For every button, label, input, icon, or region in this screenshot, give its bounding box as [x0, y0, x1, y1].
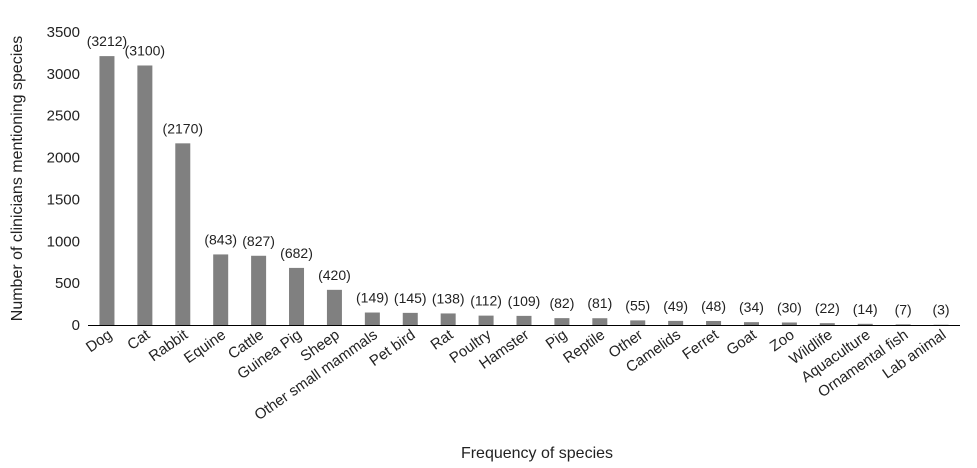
data-label: (682) — [280, 245, 313, 261]
data-label: (49) — [663, 298, 688, 314]
data-label: (109) — [508, 293, 541, 309]
bar — [516, 315, 532, 325]
x-tick-label: Reptile — [560, 326, 608, 367]
y-tick-label: 0 — [72, 317, 80, 334]
data-label: (7) — [895, 301, 912, 317]
x-tick-label: Equine — [181, 326, 229, 367]
bar — [478, 315, 494, 325]
data-label: (843) — [204, 231, 237, 247]
bar — [402, 312, 418, 325]
bar — [592, 318, 608, 325]
bar — [668, 320, 684, 325]
bar — [364, 312, 380, 325]
data-label: (149) — [356, 290, 389, 306]
data-label: (34) — [739, 299, 764, 315]
y-axis-ticks: 0 500 1000 1500 2000 2500 3000 3500 — [47, 24, 80, 334]
data-label: (3) — [932, 302, 949, 318]
y-axis-label: Number of clinicians mentioning species — [9, 36, 26, 321]
bar — [440, 313, 456, 325]
y-tick-label: 3000 — [47, 66, 80, 83]
y-tick-label: 2500 — [47, 108, 80, 125]
x-tick-label: Goat — [723, 326, 760, 359]
bar — [781, 322, 797, 325]
data-label: (420) — [318, 267, 351, 283]
bar — [175, 143, 191, 325]
bar — [554, 318, 570, 325]
bar — [743, 322, 759, 325]
y-tick-label: 2000 — [47, 150, 80, 167]
data-label: (48) — [701, 298, 726, 314]
bar — [326, 289, 342, 325]
x-tick-label: Ferret — [679, 326, 722, 363]
x-tick-label: Dog — [83, 326, 115, 356]
bar — [251, 255, 267, 325]
y-tick-label: 3500 — [47, 24, 80, 41]
bar — [213, 254, 229, 325]
data-label: (3100) — [125, 42, 165, 58]
bar — [630, 320, 646, 325]
data-label: (14) — [853, 301, 878, 317]
data-label: (81) — [587, 295, 612, 311]
bar — [895, 324, 911, 325]
data-label: (55) — [625, 297, 650, 313]
bar — [137, 65, 153, 325]
data-label: (3212) — [87, 33, 127, 49]
bar — [706, 320, 722, 325]
bar — [857, 323, 873, 325]
bar — [819, 323, 835, 325]
bar — [289, 267, 305, 325]
data-label: (30) — [777, 299, 802, 315]
data-label: (2170) — [163, 120, 203, 136]
data-label: (82) — [549, 295, 574, 311]
data-label: (138) — [432, 290, 465, 306]
data-labels: (3212)(3100) (2170) (843) (827) (682) (420) (1… — [87, 33, 950, 318]
bars — [99, 56, 949, 326]
data-label: (827) — [242, 233, 275, 249]
y-tick-label: 500 — [55, 275, 80, 292]
data-label: (22) — [815, 300, 840, 316]
bar — [99, 56, 115, 326]
y-tick-label: 1000 — [47, 233, 80, 250]
data-label: (145) — [394, 290, 427, 306]
x-axis-label: Frequency of species — [461, 445, 613, 462]
data-label: (112) — [470, 293, 502, 309]
y-tick-label: 1500 — [47, 191, 80, 208]
